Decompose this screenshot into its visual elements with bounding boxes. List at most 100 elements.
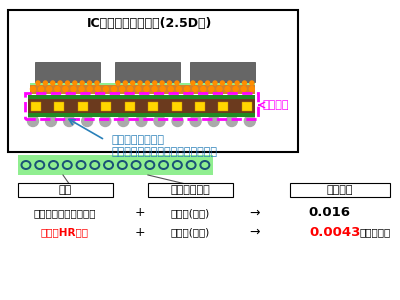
Circle shape [244, 116, 255, 127]
Ellipse shape [105, 162, 112, 168]
Text: 従来品(安価): 従来品(安価) [170, 227, 210, 237]
Bar [115, 62, 180, 82]
Bar [125, 102, 135, 111]
Circle shape [66, 81, 70, 85]
Ellipse shape [22, 162, 30, 168]
Bar [148, 102, 158, 111]
Circle shape [128, 86, 133, 92]
Circle shape [71, 86, 76, 92]
Circle shape [63, 86, 68, 92]
Circle shape [82, 116, 93, 127]
Circle shape [36, 81, 40, 85]
Ellipse shape [62, 160, 73, 170]
Circle shape [100, 116, 111, 127]
Circle shape [160, 81, 164, 85]
Circle shape [79, 86, 84, 92]
Bar [18, 183, 113, 197]
Ellipse shape [76, 160, 86, 170]
Bar [101, 102, 111, 111]
Bar [28, 95, 255, 99]
Text: →: → [250, 206, 260, 220]
Bar [8, 10, 298, 152]
Text: ガラスクロス: ガラスクロス [170, 185, 210, 195]
Circle shape [176, 86, 181, 92]
Bar [31, 102, 41, 111]
Text: 0.0043: 0.0043 [310, 226, 361, 238]
Ellipse shape [103, 160, 114, 170]
Circle shape [58, 81, 62, 85]
Text: +: + [134, 206, 145, 220]
Circle shape [190, 116, 201, 127]
Circle shape [191, 81, 195, 85]
Bar [290, 183, 390, 197]
Circle shape [228, 81, 232, 85]
Circle shape [30, 86, 36, 92]
Circle shape [131, 81, 135, 85]
Bar [28, 95, 255, 117]
Text: コア基板は、主に
「ガラスクロス」「樹脂」の複合品: コア基板は、主に 「ガラスクロス」「樹脂」の複合品 [112, 135, 218, 157]
Circle shape [88, 81, 92, 85]
Bar [190, 62, 255, 82]
Bar [242, 102, 252, 111]
Ellipse shape [158, 160, 169, 170]
Ellipse shape [50, 162, 57, 168]
Text: 従来品(安価): 従来品(安価) [170, 208, 210, 218]
Circle shape [87, 86, 92, 92]
Bar [25, 93, 258, 119]
Circle shape [95, 86, 100, 92]
Circle shape [138, 81, 142, 85]
Text: 0.016: 0.016 [309, 206, 351, 220]
Circle shape [46, 116, 56, 127]
Bar [30, 84, 255, 94]
Ellipse shape [117, 160, 128, 170]
Circle shape [104, 86, 108, 92]
Circle shape [152, 86, 157, 92]
Ellipse shape [172, 160, 183, 170]
Circle shape [172, 116, 183, 127]
Circle shape [144, 86, 149, 92]
Circle shape [250, 81, 254, 85]
Ellipse shape [199, 160, 210, 170]
Text: →: → [250, 226, 260, 238]
Ellipse shape [132, 162, 140, 168]
Circle shape [51, 81, 55, 85]
Circle shape [213, 81, 217, 85]
Bar [78, 102, 88, 111]
Circle shape [226, 116, 237, 127]
Bar [30, 83, 255, 85]
Circle shape [43, 81, 47, 85]
Circle shape [80, 81, 84, 85]
Circle shape [184, 86, 190, 92]
Ellipse shape [64, 162, 71, 168]
Bar [218, 102, 228, 111]
Circle shape [208, 116, 219, 127]
Circle shape [175, 81, 179, 85]
Text: コア基板: コア基板 [263, 100, 289, 110]
Ellipse shape [36, 162, 43, 168]
Bar [172, 102, 182, 111]
Circle shape [206, 81, 210, 85]
Circle shape [241, 86, 246, 92]
Ellipse shape [89, 160, 100, 170]
Bar [148, 183, 233, 197]
Text: 樹脂: 樹脂 [58, 185, 72, 195]
Circle shape [64, 116, 75, 127]
Circle shape [209, 86, 214, 92]
Circle shape [116, 81, 120, 85]
Circle shape [249, 86, 254, 92]
Circle shape [47, 86, 52, 92]
Circle shape [153, 81, 157, 85]
Ellipse shape [48, 160, 59, 170]
Circle shape [136, 116, 147, 127]
Circle shape [168, 86, 173, 92]
Ellipse shape [160, 162, 167, 168]
Ellipse shape [144, 160, 155, 170]
Bar [28, 113, 255, 117]
Circle shape [28, 116, 38, 127]
Circle shape [233, 86, 238, 92]
Ellipse shape [119, 162, 126, 168]
Text: プリンテック従来樹脂: プリンテック従来樹脂 [34, 208, 96, 218]
Circle shape [123, 81, 127, 85]
Circle shape [235, 81, 239, 85]
Text: 誘電正接: 誘電正接 [326, 185, 353, 195]
